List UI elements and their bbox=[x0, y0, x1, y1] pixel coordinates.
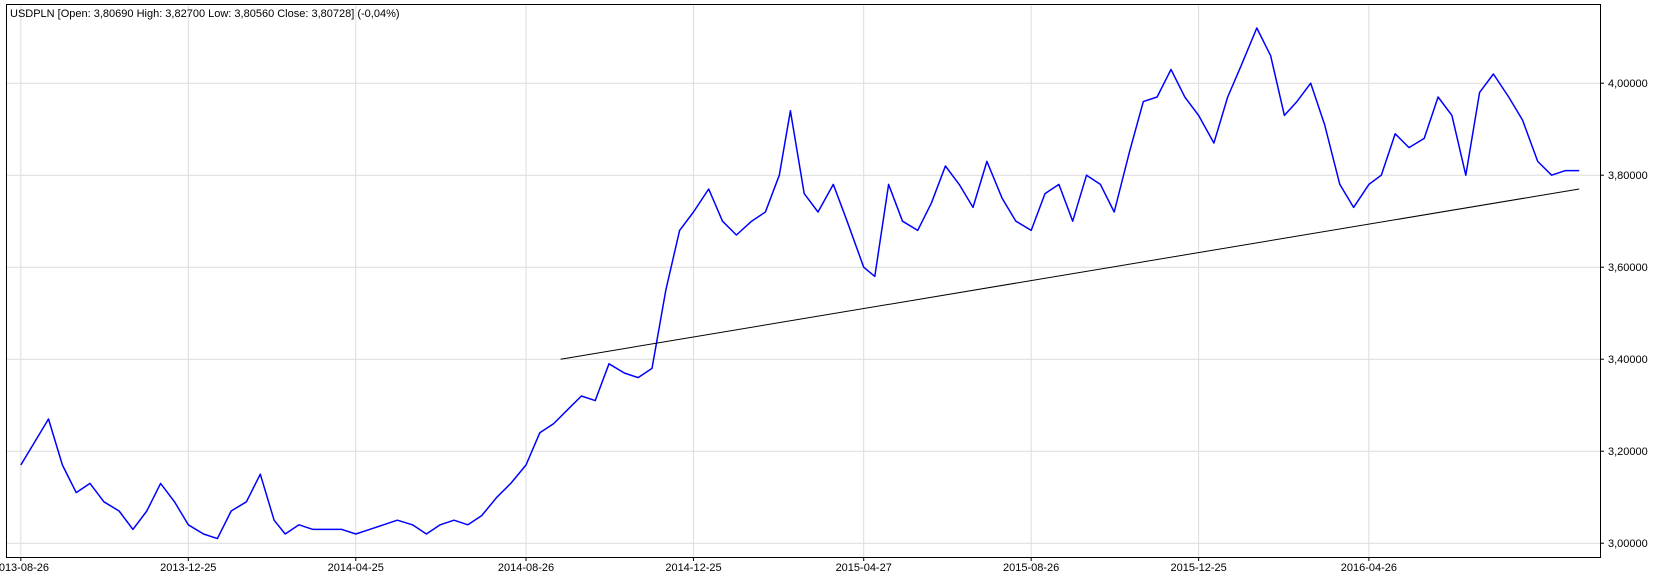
y-tick-label: 4,00000 bbox=[1608, 78, 1648, 90]
x-tick-label: 2015-04-27 bbox=[836, 562, 892, 574]
y-tick-label: 3,00000 bbox=[1608, 538, 1648, 550]
series-group bbox=[20, 27, 1580, 540]
x-tick-label: 2014-08-26 bbox=[498, 562, 554, 574]
x-axis: 2013-08-26 2013-12-25 2014-04-25 2014-08-26… bbox=[0, 557, 1397, 574]
series-line-price bbox=[20, 27, 1580, 540]
y-tick-label: 3,60000 bbox=[1608, 262, 1648, 274]
x-tick-label: 2015-12-25 bbox=[1170, 562, 1226, 574]
y-axis: 3,00000 3,20000 3,40000 3,60000 3,80000 4,000… bbox=[1600, 78, 1648, 550]
x-tick-label: 2013-08-26 bbox=[0, 562, 49, 574]
x-tick-label: 2016-04-26 bbox=[1341, 562, 1397, 574]
x-tick-label: 2013-12-25 bbox=[160, 562, 216, 574]
chart-title: USDPLN [Open: 3,80690 High: 3,82700 Low:… bbox=[10, 8, 400, 20]
plot-border bbox=[6, 4, 1601, 558]
y-tick-label: 3,40000 bbox=[1608, 354, 1648, 366]
x-tick-label: 2014-04-25 bbox=[328, 562, 384, 574]
gridlines bbox=[7, 5, 1600, 557]
y-tick-label: 3,20000 bbox=[1608, 446, 1648, 458]
trend-line bbox=[560, 188, 1580, 360]
x-tick-label: 2015-08-26 bbox=[1003, 562, 1059, 574]
x-tick-label: 2014-12-25 bbox=[665, 562, 721, 574]
y-tick-label: 3,80000 bbox=[1608, 170, 1648, 182]
